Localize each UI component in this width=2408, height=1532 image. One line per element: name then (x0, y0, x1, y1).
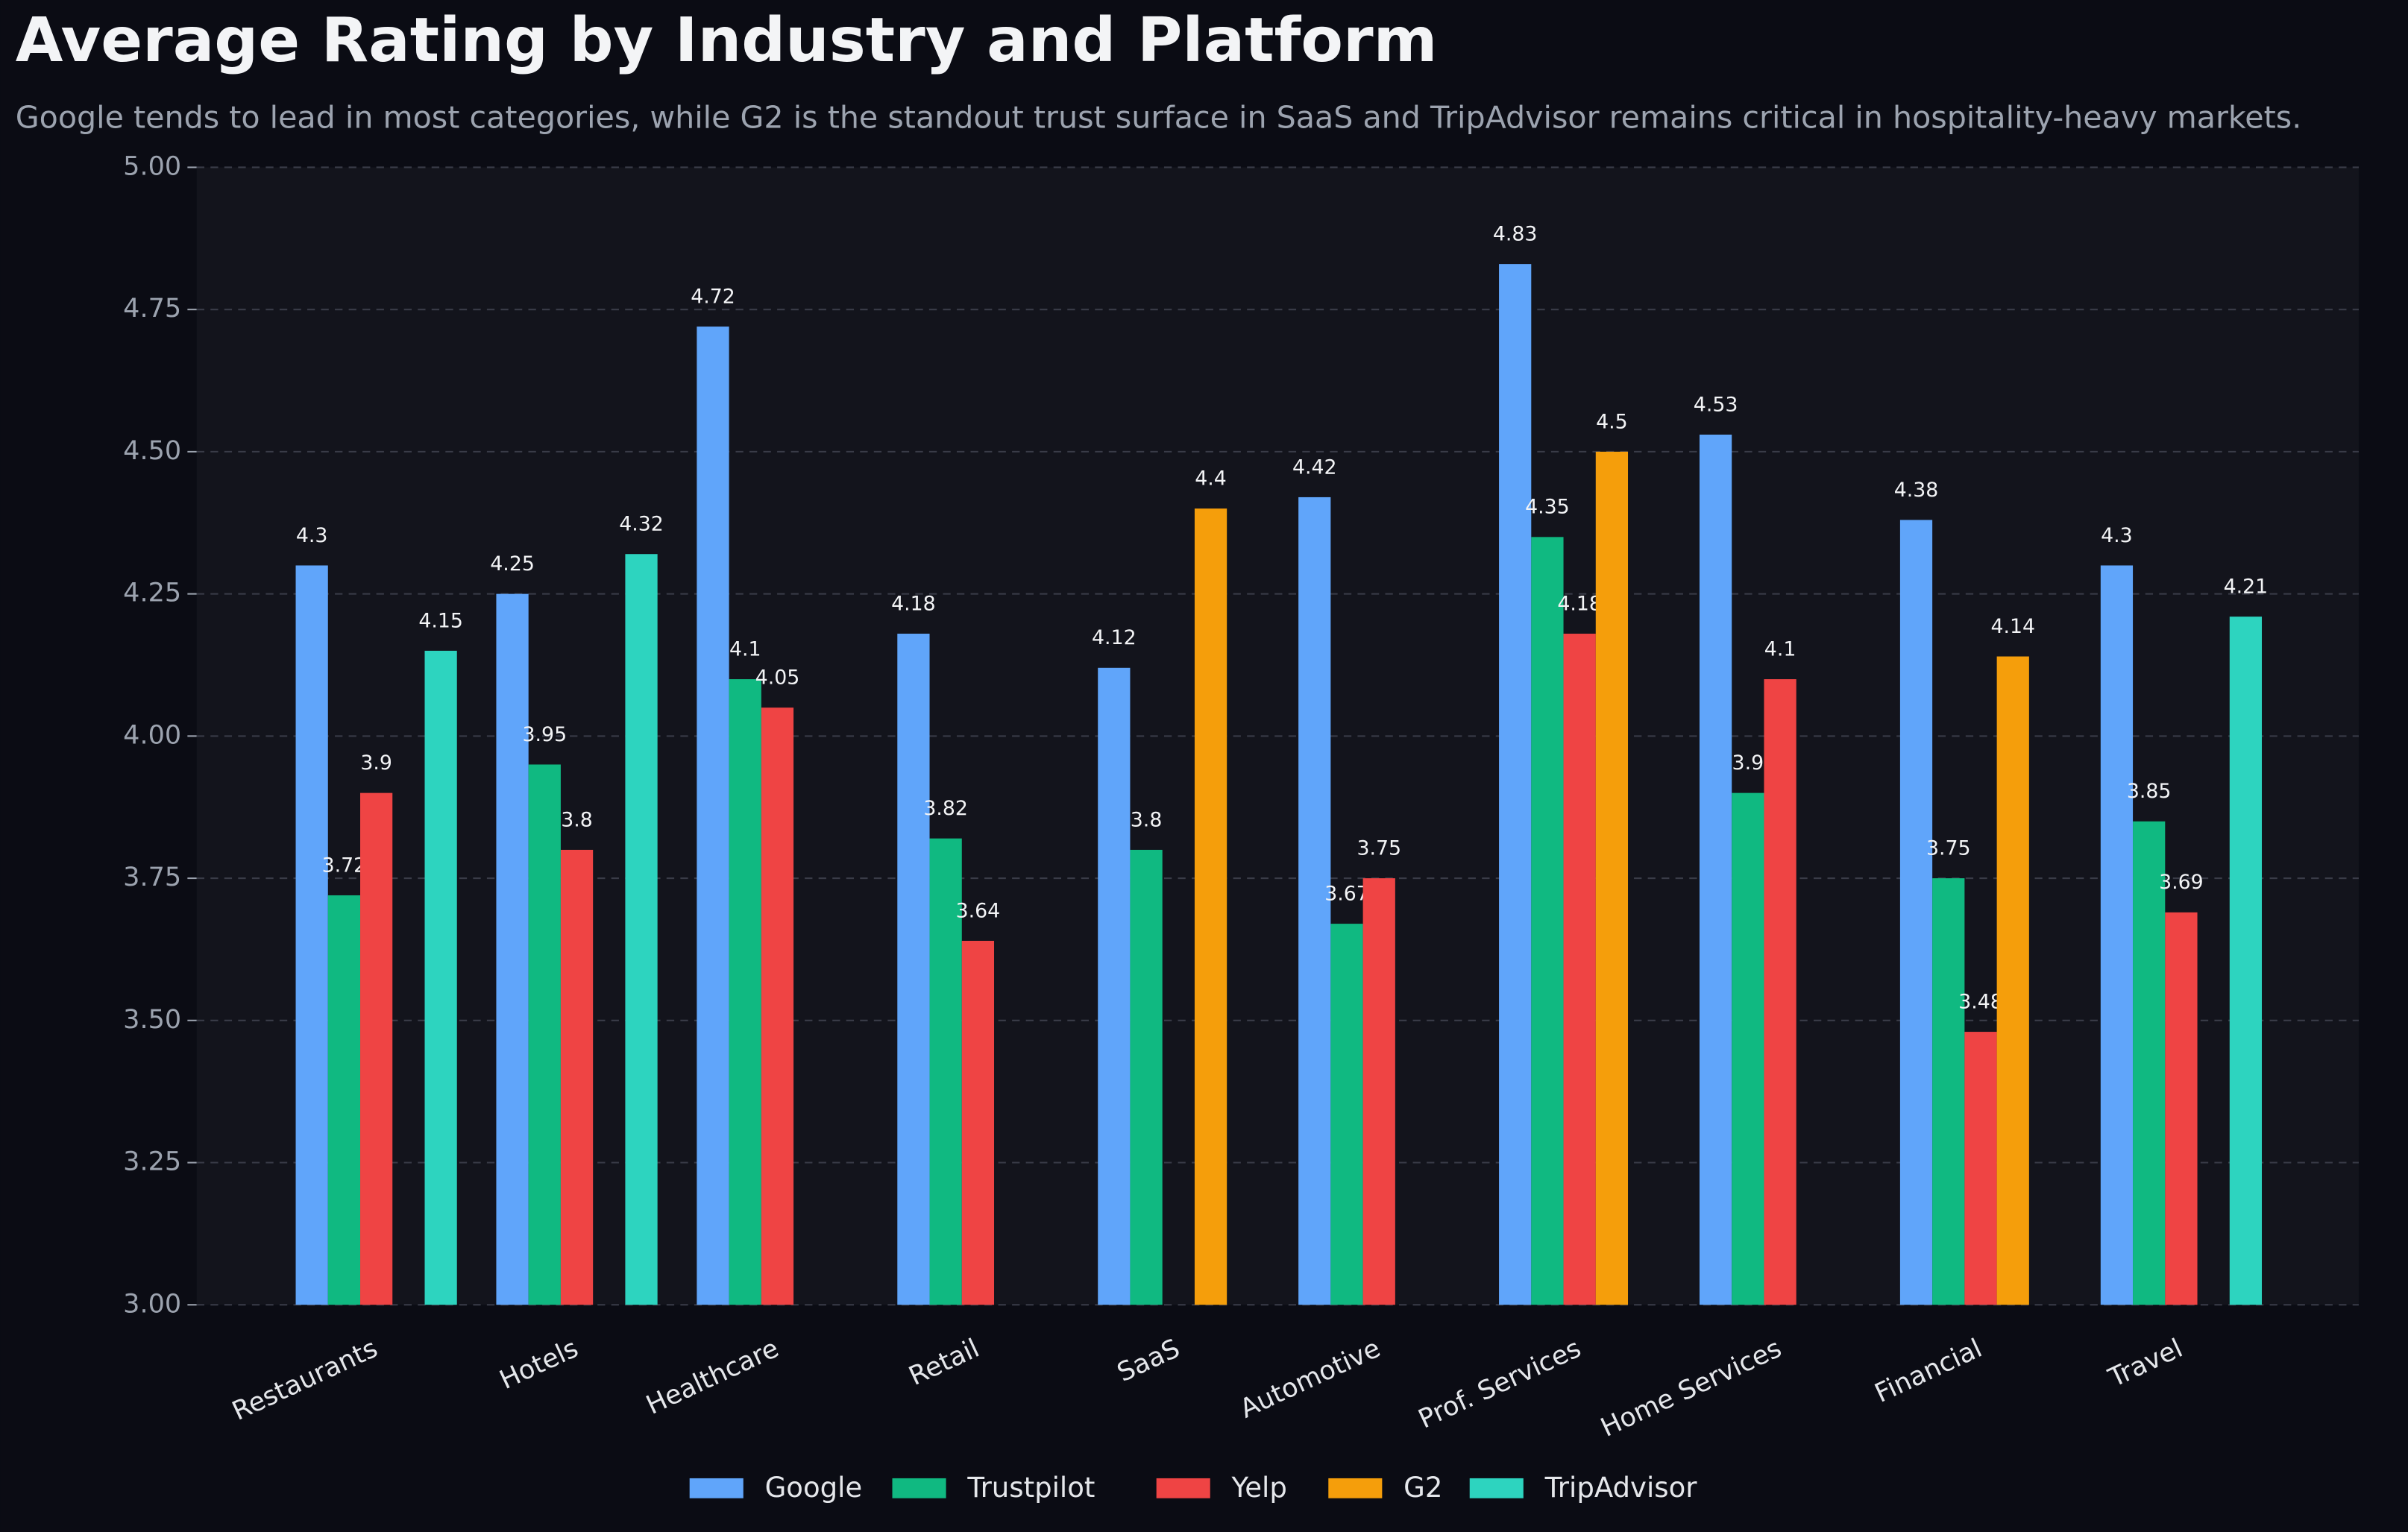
data-label: 4.25 (490, 552, 535, 576)
data-label: 3.48 (1958, 990, 2003, 1013)
bar (2133, 821, 2166, 1305)
data-label: 4.35 (1525, 496, 1570, 519)
y-tick-label: 4.25 (123, 579, 181, 608)
data-label: 3.8 (561, 808, 593, 831)
data-label: 4.18 (1557, 592, 1602, 615)
bar (327, 895, 361, 1305)
bar (961, 940, 995, 1305)
bar (625, 554, 658, 1305)
legend-label: Google (765, 1472, 863, 1504)
bar (1330, 924, 1363, 1305)
data-label: 3.64 (956, 899, 1001, 922)
bar (560, 849, 594, 1305)
y-tick-label: 4.75 (123, 294, 181, 324)
bar (2229, 617, 2263, 1305)
bar (1964, 1032, 1997, 1305)
legend-swatch (892, 1478, 946, 1498)
data-label: 4.83 (1493, 223, 1538, 246)
data-label: 4.1 (1764, 637, 1796, 661)
data-label: 3.85 (2127, 780, 2172, 803)
data-label: 3.8 (1131, 808, 1163, 831)
data-label: 3.9 (1732, 751, 1764, 775)
y-tick-label: 4.50 (123, 436, 181, 466)
chart-title: Average Rating by Industry and Platform (16, 5, 1438, 76)
bar (1563, 634, 1596, 1305)
data-label: 4.4 (1195, 467, 1227, 491)
data-label: 4.3 (296, 524, 328, 547)
bar (1899, 520, 1933, 1305)
data-label: 3.9 (360, 751, 392, 775)
bar (1194, 508, 1227, 1305)
data-label: 4.18 (891, 592, 936, 615)
data-label: 4.72 (691, 285, 735, 308)
bar (1531, 537, 1564, 1305)
data-label: 3.72 (322, 854, 367, 877)
bar (528, 764, 561, 1305)
data-label: 3.75 (1357, 836, 1401, 860)
legend-label: Yelp (1231, 1472, 1287, 1504)
data-label: 4.42 (1292, 455, 1337, 479)
bar (1362, 878, 1395, 1305)
data-label: 3.82 (923, 797, 968, 820)
bar (1699, 435, 1732, 1305)
data-label: 4.12 (1092, 626, 1137, 649)
data-label: 4.21 (2224, 576, 2269, 599)
y-tick-label: 3.75 (123, 863, 181, 892)
legend-swatch (1156, 1478, 1210, 1498)
legend-swatch (1469, 1478, 1524, 1498)
data-label: 3.75 (1926, 836, 1971, 860)
bar (1996, 656, 2029, 1305)
bar (761, 707, 794, 1305)
data-label: 3.67 (1324, 882, 1369, 905)
bar (697, 327, 729, 1305)
data-label: 4.15 (418, 609, 463, 632)
legend-label: G2 (1403, 1472, 1442, 1504)
bar (729, 679, 761, 1305)
legend-swatch (1328, 1478, 1383, 1498)
data-label: 4.1 (729, 637, 761, 661)
bar (1764, 679, 1796, 1305)
bar (2165, 912, 2198, 1305)
bar (295, 565, 328, 1305)
bar (1298, 497, 1331, 1305)
data-label: 3.69 (2159, 871, 2204, 894)
data-label: 4.5 (1596, 410, 1628, 433)
bar (496, 593, 529, 1305)
legend-label: Trustpilot (966, 1472, 1095, 1504)
data-label: 4.14 (1990, 615, 2035, 638)
y-tick-label: 4.00 (123, 720, 181, 750)
bar (1595, 451, 1629, 1305)
data-label: 4.05 (755, 666, 800, 690)
bar (1499, 264, 1532, 1305)
data-label: 4.53 (1694, 393, 1738, 416)
bar (1130, 849, 1163, 1305)
legend-label: TripAdvisor (1544, 1472, 1698, 1504)
data-label: 4.3 (2101, 524, 2133, 547)
legend-swatch (689, 1478, 744, 1498)
bar (1932, 878, 1965, 1305)
bar (2100, 565, 2134, 1305)
bar (360, 792, 393, 1305)
y-tick-label: 3.50 (123, 1005, 181, 1035)
bar (1098, 667, 1131, 1305)
data-label: 4.38 (1894, 479, 1939, 502)
data-label: 3.95 (523, 723, 568, 746)
bar (1732, 792, 1764, 1305)
y-tick-label: 3.25 (123, 1147, 181, 1177)
chart-subtitle: Google tends to lead in most categories,… (16, 100, 2302, 136)
bar (897, 634, 930, 1305)
y-tick-label: 3.00 (123, 1289, 181, 1319)
y-tick-label: 5.00 (123, 151, 181, 181)
bar (929, 838, 962, 1305)
data-label: 4.32 (619, 513, 664, 536)
bar (424, 650, 457, 1305)
